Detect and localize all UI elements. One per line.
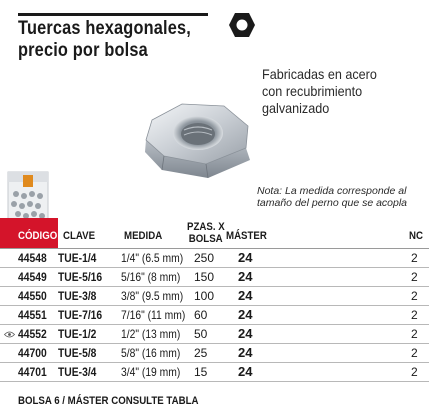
cell-codigo: 44700 [18, 346, 47, 360]
cell-codigo: 44552 [18, 327, 47, 341]
cell-pzas: 100 [194, 289, 215, 303]
cell-pzas: 15 [194, 365, 208, 379]
cell-medida: 1/4" (6.5 mm) [121, 251, 184, 265]
table-row: 44548 TUE-1/4 1/4" (6.5 mm) 250 24 2 [0, 249, 429, 268]
header-pzas-line-2: BOLSA [188, 233, 223, 245]
cell-clave: TUE-5/16 [58, 270, 103, 284]
cell-nc: 2 [411, 365, 418, 379]
table-row: 44549 TUE-5/16 5/16" (8 mm) 150 24 2 [0, 268, 429, 287]
cell-master: 24 [238, 250, 253, 265]
top-rule [18, 13, 208, 16]
cell-nc: 2 [411, 270, 418, 284]
cell-nc: 2 [411, 289, 418, 303]
cell-master: 24 [238, 326, 253, 341]
cell-clave: TUE-1/2 [58, 327, 97, 341]
table-row: 44550 TUE-3/8 3/8" (9.5 mm) 100 24 2 [0, 287, 429, 306]
table-row: 44552 TUE-1/2 1/2" (13 mm) 50 24 2 [0, 325, 429, 344]
cell-codigo: 44550 [18, 289, 47, 303]
hexagon-nut-icon [229, 13, 255, 37]
cell-codigo: 44548 [18, 251, 47, 265]
cell-medida: 3/4" (19 mm) [121, 365, 181, 379]
table-footer-note: BOLSA 6 / MÁSTER CONSULTE TABLA [18, 395, 199, 407]
cell-medida: 1/2" (13 mm) [121, 327, 181, 341]
cell-nc: 2 [411, 308, 418, 322]
cell-pzas: 25 [194, 346, 208, 360]
description-line-1: Fabricadas en acero [262, 66, 377, 82]
cell-codigo: 44551 [18, 308, 47, 322]
cell-clave: TUE-1/4 [58, 251, 97, 265]
cell-master: 24 [238, 288, 253, 303]
cell-master: 24 [238, 307, 253, 322]
cell-master: 24 [238, 364, 253, 379]
title-line-1: Tuercas hexagonales, [18, 18, 191, 39]
cell-clave: TUE-5/8 [58, 346, 97, 360]
note-line-2: tamaño del perno que se acopla [257, 197, 408, 209]
cell-nc: 2 [411, 346, 418, 360]
header-nc: NC [409, 230, 423, 242]
header-codigo-label: CÓDIGO [18, 230, 58, 242]
cell-medida: 5/16" (8 mm) [121, 270, 181, 284]
cell-pzas: 60 [194, 308, 208, 322]
cell-clave: TUE-7/16 [58, 308, 103, 322]
header-medida: MEDIDA [124, 230, 163, 242]
hex-nut-image [145, 103, 250, 179]
table-row: 44701 TUE-3/4 3/4" (19 mm) 15 24 2 [0, 363, 429, 382]
cell-codigo: 44701 [18, 365, 47, 379]
cell-pzas: 50 [194, 327, 208, 341]
title-line-2: precio por bolsa [18, 40, 148, 61]
cell-clave: TUE-3/8 [58, 289, 97, 303]
page-title: Tuercas hexagonales, precio por bolsa [18, 18, 207, 62]
cell-nc: 2 [411, 327, 418, 341]
packaged-bag-image [7, 171, 49, 227]
cell-medida: 3/8" (9.5 mm) [121, 289, 184, 303]
note-line-1: Nota: La medida corresponde al [257, 185, 407, 197]
cell-medida: 5/8" (16 mm) [121, 346, 181, 360]
eye-icon [4, 331, 15, 338]
cell-medida: 7/16" (11 mm) [121, 308, 186, 322]
header-codigo: CÓDIGO [0, 218, 58, 248]
cell-nc: 2 [411, 251, 418, 265]
header-pzas-line-1: PZAS. X [187, 221, 225, 233]
description-line-3: galvanizado [262, 100, 330, 116]
cell-pzas: 250 [194, 251, 215, 265]
header-pzas: PZAS. X BOLSA [187, 221, 225, 245]
table-header: CÓDIGO CLAVE MEDIDA PZAS. X BOLSA MÁSTER… [0, 218, 429, 249]
table-row: 44551 TUE-7/16 7/16" (11 mm) 60 24 2 [0, 306, 429, 325]
cell-codigo: 44549 [18, 270, 47, 284]
cell-master: 24 [238, 269, 253, 284]
cell-clave: TUE-3/4 [58, 365, 97, 379]
size-note: Nota: La medida corresponde al tamaño de… [257, 185, 427, 209]
cell-pzas: 150 [194, 270, 215, 284]
header-master: MÁSTER [226, 230, 267, 242]
table-row: 44700 TUE-5/8 5/8" (16 mm) 25 24 2 [0, 344, 429, 363]
header-clave: CLAVE [63, 230, 96, 242]
description-line-2: con recubrimiento [262, 83, 363, 99]
product-table: CÓDIGO CLAVE MEDIDA PZAS. X BOLSA MÁSTER… [0, 218, 429, 382]
product-description: Fabricadas en acero con recubrimiento ga… [262, 66, 406, 117]
cell-master: 24 [238, 345, 253, 360]
